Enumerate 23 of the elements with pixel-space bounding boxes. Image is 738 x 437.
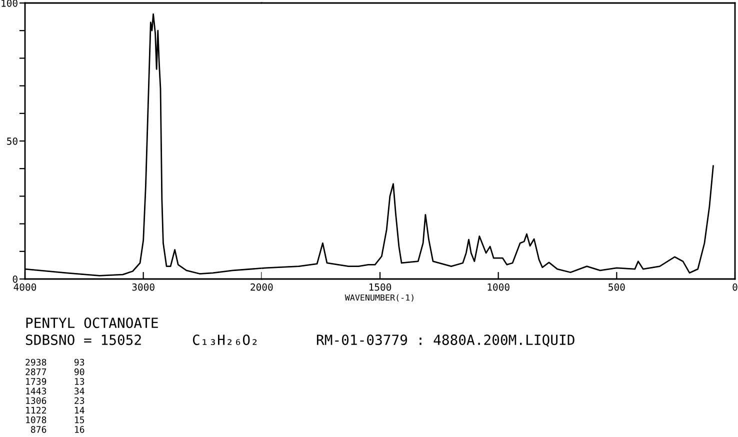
text: 2877 90 — [26, 368, 84, 376]
x-tick-label: 1500 — [369, 283, 392, 291]
text: 1122 14 — [26, 406, 84, 414]
text: 1739 13 — [26, 378, 84, 385]
x-tick-label: 2000 — [250, 283, 273, 291]
x-tick-label: 500 — [608, 283, 625, 291]
x-tick-label: 0 — [732, 283, 738, 291]
y-tick-label: 0 — [12, 276, 18, 283]
x-tick-label: 3000 — [132, 283, 154, 291]
x-tick-label: 1000 — [488, 283, 510, 291]
text: SDBSNO = 15052 — [26, 334, 141, 346]
y-tick-label: 50 — [7, 138, 18, 145]
text: C₁₃H₂₆O₂ — [192, 334, 257, 346]
x-axis-title: WAVENUMBER(-1) — [344, 294, 414, 302]
text: 876 16 — [31, 426, 84, 433]
text: 1306 23 — [26, 397, 84, 404]
text: 2938 93 — [26, 358, 84, 366]
text: 1443 34 — [26, 388, 84, 394]
y-tick-label: 100 — [2, 0, 18, 7]
text: 1078 15 — [26, 416, 84, 424]
x-tick-label: 4000 — [14, 283, 36, 291]
text: PENTYL OCTANOATE — [26, 318, 158, 328]
text: RM-01-03779 : 4880A.200M.LIQUID — [316, 334, 574, 347]
